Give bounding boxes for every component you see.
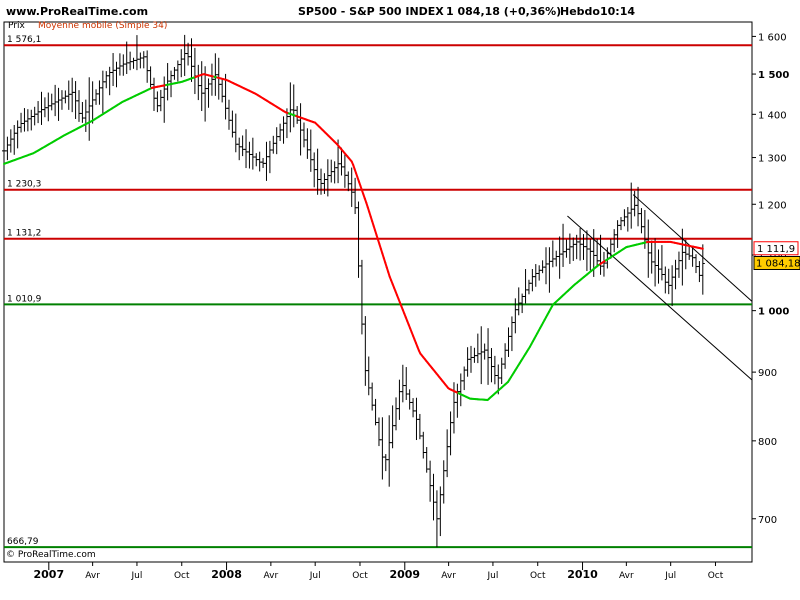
time-label: 10:14 <box>600 5 635 18</box>
moving-average-line <box>3 73 704 402</box>
ma-legend: Moyenne mobile (Simple 34) <box>38 21 167 31</box>
x-tick-label: Jul <box>309 571 321 581</box>
x-tick-label: Oct <box>530 571 546 581</box>
trend-line <box>567 215 753 381</box>
x-tick-label: 2010 <box>567 568 598 581</box>
last-quote: 1 084,18 (+0,36%) <box>446 5 561 18</box>
instrument-title: SP500 - S&P 500 INDEX <box>298 5 444 18</box>
x-tick-label: Avr <box>619 571 634 581</box>
ma-value-text: 1 111,9 <box>757 244 795 255</box>
x-tick-label: Avr <box>441 571 456 581</box>
period-label: Hebdo <box>560 5 600 18</box>
y-tick-label: 1 200 <box>758 200 787 211</box>
value-badges: 1 111,9 1 084,18 <box>753 241 800 270</box>
x-tick-label: 2009 <box>389 568 420 581</box>
price-value-text: 1 084,18 <box>756 258 800 269</box>
x-tick-label: Avr <box>264 571 279 581</box>
plot-area <box>3 21 753 563</box>
x-tick-label: 2007 <box>33 568 64 581</box>
x-axis: 2007 Avr Jul Oct 2008 Avr Jul Oct 2009 Avr Jul Oct 2… <box>4 561 752 581</box>
level-label: 1 576,1 <box>7 35 41 45</box>
y-tick-label: 700 <box>758 515 777 526</box>
ma-value-badge <box>753 241 799 256</box>
price-legend: Prix <box>8 21 25 31</box>
y-tick-label: 1 600 <box>758 32 787 43</box>
copyright: © ProRealTime.com <box>6 550 96 560</box>
y-tick-label: 1 500 <box>758 70 789 81</box>
x-tick-label: Oct <box>708 571 724 581</box>
site-name[interactable]: www.ProRealTime.com <box>6 5 148 18</box>
y-tick-label: 800 <box>758 437 777 448</box>
level-label: 666,79 <box>7 537 39 547</box>
x-tick-label: Jul <box>664 571 676 581</box>
y-tick-label: 900 <box>758 368 777 379</box>
x-tick-label: Oct <box>174 571 190 581</box>
level-label: 1 230,3 <box>7 180 41 190</box>
level-label: 1 131,2 <box>7 229 41 239</box>
y-tick-label: 1 300 <box>758 154 787 165</box>
ohlc-bars <box>2 34 705 548</box>
y-tick-label: 1 000 <box>758 307 789 318</box>
x-tick-label: Avr <box>85 571 100 581</box>
price-value-badge <box>753 255 800 270</box>
y-tick-label: 1 400 <box>758 110 787 121</box>
x-tick-label: Jul <box>131 571 143 581</box>
x-tick-label: 2008 <box>211 568 242 581</box>
level-label: 1 010,9 <box>7 294 42 304</box>
x-tick-label: Oct <box>352 571 368 581</box>
x-tick-label: Jul <box>486 571 498 581</box>
